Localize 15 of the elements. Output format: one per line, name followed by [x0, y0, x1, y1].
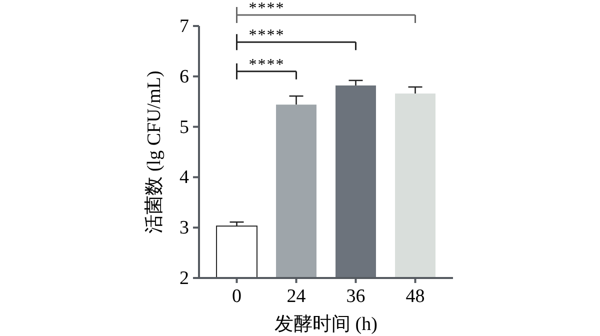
x-tick-label: 24	[286, 286, 306, 307]
y-tick-label: 3	[180, 218, 189, 239]
y-tick-label: 5	[180, 116, 189, 138]
x-tick-label: 36	[346, 286, 366, 307]
annotation: ****	[248, 56, 285, 74]
y-tick-label: 6	[180, 66, 189, 88]
y-tick-label: 7	[180, 16, 189, 37]
text: ****	[248, 0, 285, 17]
y-tick-label: 4	[180, 167, 190, 188]
y-axis-title: 活菌数 (lg CFU/mL)	[144, 70, 165, 234]
annotation: ****	[248, 27, 285, 44]
x-tick-label: 0	[232, 286, 242, 307]
x-tick-label: 48	[406, 286, 425, 307]
x-axis-title: 发酵时间 (h)	[274, 314, 378, 335]
y-tick-label: 2	[180, 268, 189, 289]
